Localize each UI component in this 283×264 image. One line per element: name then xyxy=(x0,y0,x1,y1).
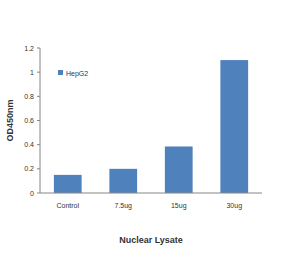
y-tick-label: 0 xyxy=(30,190,34,197)
y-tick-label: 0.8 xyxy=(24,93,34,100)
x-axis xyxy=(40,193,262,194)
y-tick-label: 0.6 xyxy=(24,117,34,124)
y-axis-label: OD450nm xyxy=(5,99,15,141)
x-tick-label: Control xyxy=(56,202,79,209)
y-axis xyxy=(40,48,41,193)
x-tick-label: 30ug xyxy=(226,202,242,210)
x-axis-label: Nuclear Lysate xyxy=(119,235,183,245)
legend-label: HepG2 xyxy=(66,70,88,78)
chart: 0 0.2 0.4 0.6 0.8 1 1.2 Control 7.5ug 15ug 30ug Nuc… xyxy=(0,0,283,264)
bar xyxy=(220,60,248,193)
bar xyxy=(109,169,137,193)
y-tick-label: 0.4 xyxy=(24,141,34,148)
x-tick-label: 7.5ug xyxy=(114,202,132,210)
y-tick-label: 1 xyxy=(30,69,34,76)
bar xyxy=(54,175,82,193)
legend-swatch xyxy=(58,70,63,75)
y-tick-label: 0.2 xyxy=(24,165,34,172)
bar xyxy=(165,146,193,193)
bars xyxy=(54,60,248,193)
x-tick-label: 15ug xyxy=(171,202,187,210)
y-tick-label: 1.2 xyxy=(24,45,34,52)
